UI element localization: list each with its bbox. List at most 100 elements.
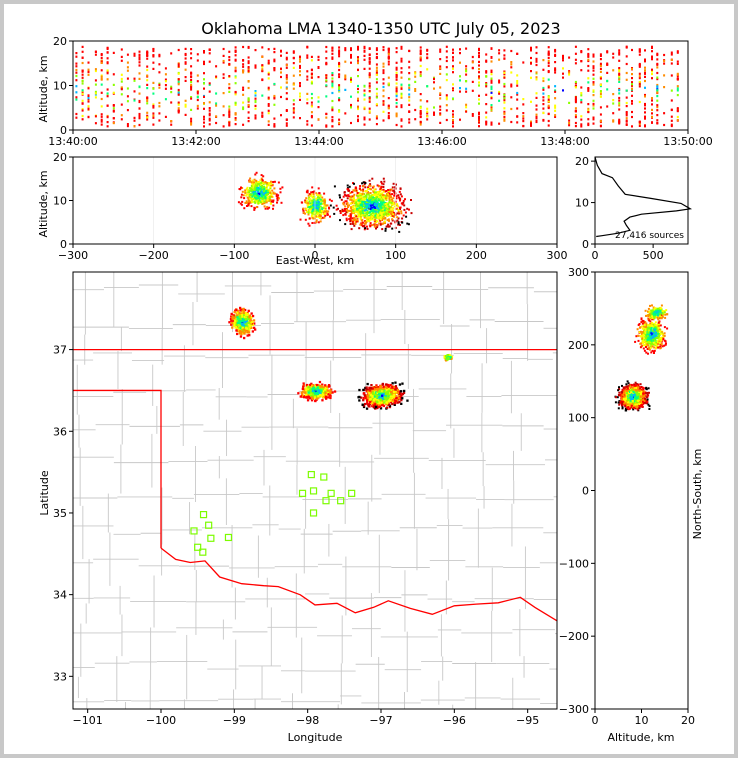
ew-source-mark bbox=[395, 195, 398, 198]
time-source-mark bbox=[234, 118, 237, 121]
time-source-mark bbox=[638, 62, 641, 66]
ew-source-mark bbox=[362, 181, 365, 184]
ew-source-mark bbox=[350, 212, 353, 215]
time-source-mark bbox=[663, 53, 666, 57]
ew-source-mark bbox=[307, 211, 310, 214]
ew-source-mark bbox=[269, 198, 272, 201]
ew-source-mark bbox=[269, 185, 272, 188]
time-source-mark bbox=[592, 89, 595, 92]
ew-source-mark bbox=[388, 219, 390, 222]
ew-source-mark bbox=[344, 200, 347, 203]
time-source-mark bbox=[190, 121, 193, 125]
time-source-mark bbox=[310, 124, 313, 127]
time-source-mark bbox=[644, 75, 646, 78]
ew-source-mark bbox=[259, 179, 262, 182]
time-source-mark bbox=[158, 55, 161, 58]
altitude-histogram-line bbox=[594, 156, 693, 238]
time-source-mark bbox=[247, 103, 250, 107]
time-source-mark bbox=[152, 87, 155, 90]
ew-source-mark bbox=[387, 191, 390, 194]
ew-source-mark bbox=[253, 198, 256, 201]
plan-source-mark bbox=[311, 385, 314, 388]
time-source-mark bbox=[133, 90, 136, 93]
ew-source-mark bbox=[365, 201, 368, 204]
time-source-mark bbox=[510, 61, 513, 64]
time-source-mark bbox=[363, 118, 366, 121]
time-source-mark bbox=[606, 79, 609, 82]
ew-source-mark bbox=[279, 187, 282, 190]
ew-source-mark bbox=[311, 206, 314, 209]
ew-source-mark bbox=[315, 221, 318, 223]
time-source-mark bbox=[254, 94, 257, 97]
time-source-mark bbox=[485, 75, 488, 78]
time-source-mark bbox=[75, 71, 78, 74]
ew-source-mark bbox=[355, 199, 358, 202]
plan-source-mark bbox=[327, 384, 331, 387]
ew-source-mark bbox=[348, 189, 351, 192]
ew-source-mark bbox=[255, 200, 258, 203]
time-source-mark bbox=[228, 62, 231, 66]
ew-source-mark bbox=[352, 189, 355, 192]
time-source-mark bbox=[357, 97, 359, 101]
time-source-mark bbox=[203, 72, 205, 75]
time-source-mark bbox=[568, 73, 571, 76]
time-source-mark bbox=[478, 71, 480, 74]
plan-source-mark bbox=[252, 319, 256, 322]
time-source-mark bbox=[368, 72, 371, 75]
time-source-mark bbox=[618, 104, 621, 107]
ew-source-mark bbox=[274, 192, 276, 195]
time-source-mark bbox=[587, 118, 590, 121]
ew-source-mark bbox=[368, 201, 371, 204]
time-source-mark bbox=[522, 115, 525, 118]
time-source-mark bbox=[625, 123, 628, 126]
time-source-mark bbox=[273, 67, 276, 70]
ew-source-mark bbox=[396, 219, 399, 222]
plan-source-mark bbox=[245, 322, 248, 325]
plan-source-mark bbox=[324, 388, 327, 392]
plan-source-mark bbox=[244, 308, 247, 312]
ew-source-mark bbox=[373, 191, 376, 194]
time-source-mark bbox=[242, 69, 245, 72]
time-source-mark bbox=[215, 104, 218, 107]
time-source-mark bbox=[273, 60, 276, 63]
time-source-mark bbox=[547, 86, 550, 89]
time-source-mark bbox=[100, 69, 103, 72]
time-source-mark bbox=[280, 75, 282, 79]
ew-source-mark bbox=[389, 222, 392, 225]
ew-source-mark bbox=[269, 182, 272, 185]
time-source-mark bbox=[485, 103, 488, 106]
time-source-mark bbox=[663, 123, 666, 127]
time-source-mark bbox=[452, 87, 454, 90]
time-source-mark bbox=[299, 117, 301, 120]
time-source-mark bbox=[152, 123, 155, 126]
ew-source-mark bbox=[386, 214, 389, 217]
ew-source-mark bbox=[356, 218, 359, 221]
ew-source-mark bbox=[363, 216, 366, 219]
time-source-mark bbox=[382, 65, 385, 68]
time-source-mark bbox=[81, 50, 84, 53]
time-source-mark bbox=[280, 114, 282, 117]
time-source-mark bbox=[247, 99, 250, 102]
time-source-mark bbox=[542, 79, 545, 83]
time-source-mark bbox=[490, 109, 493, 112]
ew-source-mark bbox=[378, 191, 381, 194]
time-source-mark bbox=[587, 110, 590, 114]
time-source-mark bbox=[465, 110, 468, 113]
time-source-mark bbox=[247, 60, 250, 63]
ew-source-mark bbox=[382, 210, 385, 213]
time-source-mark bbox=[267, 48, 270, 51]
ew-source-mark bbox=[317, 221, 320, 224]
time-source-mark bbox=[433, 106, 435, 109]
ew-source-mark bbox=[396, 212, 399, 215]
time-source-mark bbox=[452, 56, 454, 59]
ew-source-mark bbox=[376, 226, 379, 229]
ew-source-mark bbox=[302, 211, 305, 214]
time-source-mark bbox=[357, 106, 359, 109]
ew-source-mark bbox=[380, 198, 383, 201]
time-source-mark bbox=[375, 47, 378, 50]
time-source-mark bbox=[387, 104, 390, 107]
plan-source-mark bbox=[316, 383, 319, 387]
time-source-mark bbox=[638, 65, 641, 68]
time-source-mark bbox=[414, 118, 417, 121]
